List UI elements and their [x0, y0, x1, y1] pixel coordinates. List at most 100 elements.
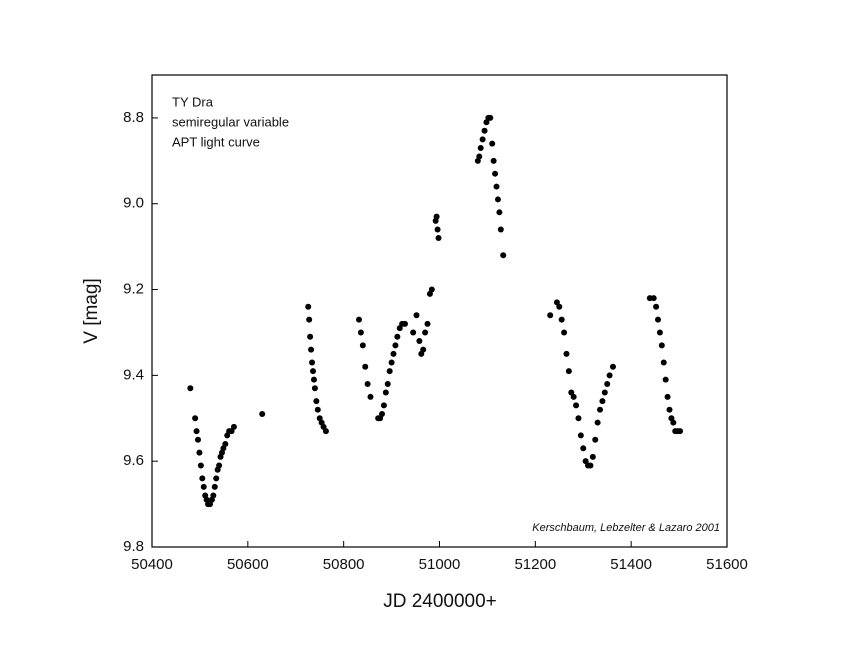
data-point — [575, 415, 582, 422]
data-point — [413, 312, 420, 319]
data-point — [322, 428, 329, 435]
x-tick-label: 50400 — [131, 556, 173, 573]
annotation: semiregular variable — [172, 114, 289, 129]
y-tick-label: 9.8 — [123, 538, 144, 555]
data-point — [497, 226, 504, 233]
data-point — [195, 436, 201, 443]
data-point — [592, 436, 599, 443]
data-point — [367, 393, 374, 400]
data-point — [213, 475, 220, 482]
data-point — [199, 475, 206, 482]
data-point — [309, 359, 316, 366]
data-point — [496, 209, 503, 216]
data-point — [490, 157, 497, 164]
data-point — [563, 350, 570, 357]
data-point — [380, 402, 387, 409]
data-point — [662, 376, 669, 383]
y-tick-label: 8.8 — [123, 109, 144, 126]
data-point — [599, 398, 606, 405]
data-point — [306, 316, 313, 323]
x-tick-label: 50600 — [227, 556, 269, 573]
data-point — [357, 329, 364, 336]
data-point — [390, 350, 397, 357]
data-point — [653, 303, 660, 310]
data-point — [392, 342, 399, 349]
data-point — [594, 419, 601, 426]
data-point — [428, 286, 435, 293]
annotation: APT light curve — [172, 134, 260, 149]
data-point — [359, 342, 366, 349]
data-point — [394, 333, 401, 340]
data-point — [197, 462, 204, 469]
data-point — [561, 329, 568, 336]
data-point — [494, 196, 501, 203]
data-point — [650, 295, 657, 302]
data-point — [479, 136, 486, 143]
x-tick-label: 51600 — [706, 556, 748, 573]
data-point — [597, 406, 604, 413]
data-point — [670, 419, 677, 426]
data-point — [305, 303, 312, 310]
data-point — [310, 376, 317, 383]
data-point — [259, 410, 266, 417]
x-tick-label: 50800 — [323, 556, 365, 573]
data-point — [500, 252, 507, 259]
data-point — [386, 368, 393, 375]
data-point — [655, 316, 661, 323]
data-point — [434, 226, 441, 233]
annotation: TY Dra — [172, 94, 214, 109]
data-point — [487, 114, 494, 121]
data-point — [492, 170, 499, 177]
data-point — [216, 462, 223, 469]
data-point — [666, 406, 673, 413]
data-point — [476, 153, 483, 160]
data-point — [382, 389, 389, 396]
data-point — [609, 363, 616, 370]
data-point — [356, 316, 362, 323]
data-point — [416, 338, 423, 345]
x-tick-label: 51000 — [419, 556, 461, 573]
data-point — [193, 428, 200, 435]
data-point — [410, 329, 417, 336]
y-tick-label: 9.4 — [123, 366, 144, 383]
data-point — [573, 402, 580, 409]
data-point — [310, 368, 316, 375]
data-point — [547, 312, 554, 319]
x-tick-label: 51400 — [610, 556, 652, 573]
data-point — [388, 359, 395, 366]
y-axis-label: V [mag] — [81, 278, 102, 343]
data-point — [384, 380, 391, 387]
data-point — [587, 462, 594, 469]
data-point — [362, 363, 369, 370]
data-point — [577, 432, 584, 439]
data-point — [580, 445, 587, 452]
data-point — [314, 406, 321, 413]
data-point — [402, 320, 408, 327]
data-point — [230, 423, 237, 430]
data-point — [422, 329, 429, 336]
data-point — [477, 144, 484, 151]
data-point — [481, 127, 488, 134]
data-point — [210, 492, 217, 499]
y-tick-label: 9.0 — [123, 195, 144, 212]
data-point — [601, 389, 608, 396]
y-tick-label: 9.6 — [123, 452, 144, 469]
data-point — [664, 393, 671, 400]
data-point — [558, 316, 565, 323]
data-point — [364, 380, 371, 387]
data-point — [493, 183, 500, 190]
data-point — [660, 359, 667, 366]
data-point — [313, 398, 320, 405]
data-point — [308, 346, 315, 353]
data-point — [589, 453, 596, 460]
data-point — [424, 320, 431, 327]
data-point — [196, 449, 203, 456]
data-point — [556, 303, 563, 310]
y-tick-label: 9.2 — [123, 281, 144, 298]
data-point — [606, 372, 613, 379]
data-point — [656, 329, 663, 336]
data-point — [420, 346, 427, 353]
data-point — [489, 140, 496, 147]
